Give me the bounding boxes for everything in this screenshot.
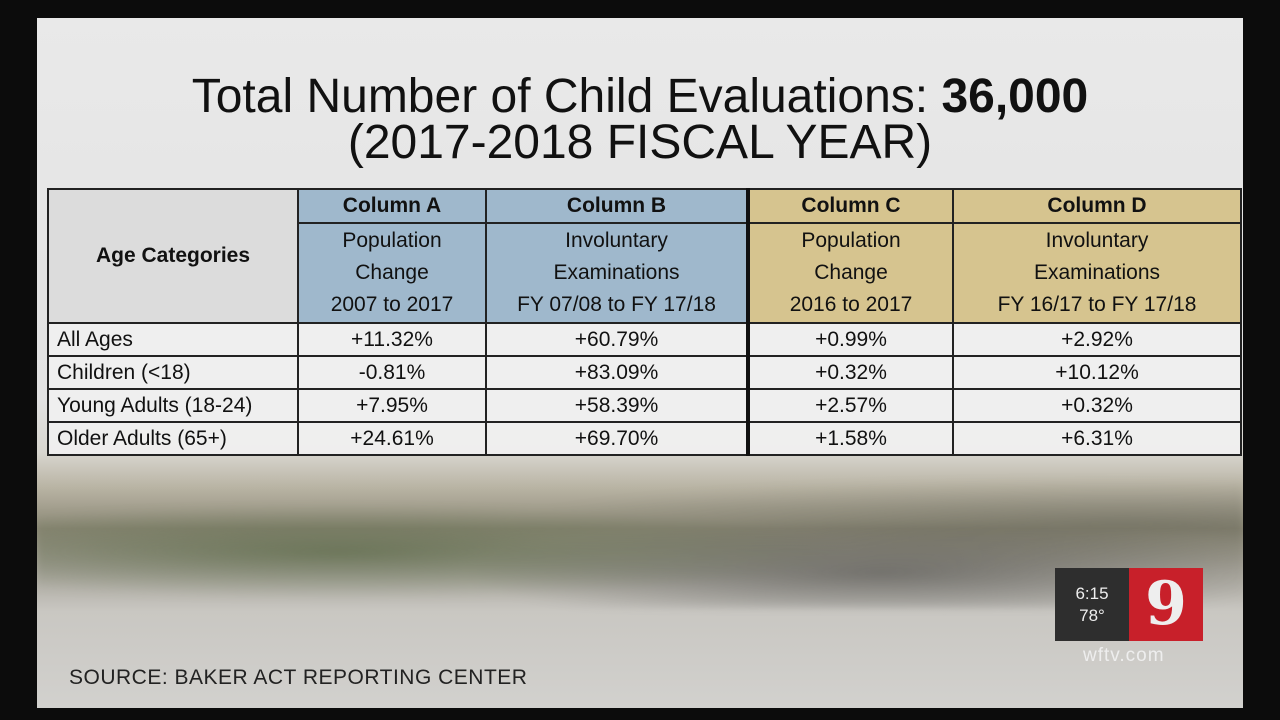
row-label: Older Adults (65+) [47,421,299,456]
title-line-2: (2017-2018 FISCAL YEAR) [347,116,933,169]
row-label: Young Adults (18-24) [47,388,299,423]
cell: +0.99% [746,322,954,357]
source-caption: SOURCE: BAKER ACT REPORTING CENTER [69,666,528,689]
column-a-desc: Population Change 2007 to 2017 [297,222,487,324]
title-value: 36,000 [941,70,1089,123]
column-c-header: Column C [746,188,954,224]
title-text: Total Number of Child Evaluations: [191,70,942,123]
website-label: wftv.com [1083,645,1165,666]
background-scene [37,468,1243,608]
cell: +58.39% [485,388,749,423]
title-line-1: Total Number of Child Evaluations: 36,00… [37,73,1243,121]
column-b-desc: Involuntary Examinations FY 07/08 to FY 17… [485,222,749,324]
column-c-desc: Population Change 2016 to 2017 [746,222,954,324]
table-row: All Ages +11.32% +60.79% +0.99% +2.92% [47,322,1242,357]
cell: +69.70% [485,421,749,456]
cell: +24.61% [297,421,487,456]
cell: +2.57% [746,388,954,423]
cell: +6.31% [952,421,1242,456]
row-header: Age Categories [47,188,299,324]
column-a-header: Column A [297,188,487,224]
cell: -0.81% [297,355,487,390]
column-d-desc: Involuntary Examinations FY 16/17 to FY 17… [952,222,1242,324]
cell: +60.79% [485,322,749,357]
temperature: 78° [1079,605,1105,625]
cell: +1.58% [746,421,954,456]
cell: +11.32% [297,322,487,357]
row-label: Children (<18) [47,355,299,390]
channel-9-logo: 9 [1129,568,1203,641]
table-row: Children (<18) -0.81% +83.09% +0.32% +10… [47,355,1242,390]
column-b-header: Column B [485,188,749,224]
station-bug: 6:15 78° 9 [1055,568,1203,641]
cell: +83.09% [485,355,749,390]
table-row: Young Adults (18-24) +7.95% +58.39% +2.5… [47,388,1242,423]
data-table: Age Categories Column A Column B Column … [47,188,1242,456]
cell: +0.32% [952,388,1242,423]
time-temp-box: 6:15 78° [1055,568,1129,641]
cell: +10.12% [952,355,1242,390]
row-label: All Ages [47,322,299,357]
cell: +0.32% [746,355,954,390]
broadcast-frame: Total Number of Child Evaluations: 36,00… [37,18,1243,708]
cell: +2.92% [952,322,1242,357]
table-row: Older Adults (65+) +24.61% +69.70% +1.58… [47,421,1242,456]
cell: +7.95% [297,388,487,423]
column-d-header: Column D [952,188,1242,224]
time: 6:15 [1075,583,1109,603]
